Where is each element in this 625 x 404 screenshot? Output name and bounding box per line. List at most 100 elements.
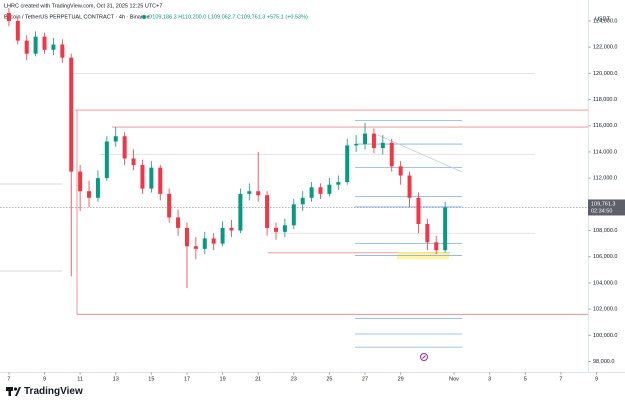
candle (6, 7, 11, 27)
y-tick-label: 112,000.0 (593, 176, 617, 182)
x-tick-label: 13 (113, 376, 119, 382)
y-tick-label: 104,000.0 (593, 280, 617, 286)
x-tick-label: 5 (524, 376, 527, 382)
status-dot (142, 15, 146, 19)
candle (69, 53, 74, 277)
y-tick-label: 106,000.0 (593, 254, 617, 260)
candle-body (122, 136, 127, 159)
y-tick-label: 100,000.0 (593, 333, 617, 339)
candle (247, 183, 252, 201)
candle-body (131, 158, 136, 166)
icon (420, 353, 428, 361)
candle-body (336, 182, 341, 185)
last-price-box (588, 199, 625, 216)
candle (371, 128, 376, 154)
candle (131, 149, 136, 171)
candle-body (247, 191, 252, 194)
candle-body (416, 197, 421, 224)
y-tick-label: 116,000.0 (593, 123, 617, 129)
candle (273, 222, 278, 240)
x-tick-label: 11 (77, 376, 83, 382)
candle-body (389, 142, 394, 167)
candle-body (318, 187, 323, 194)
candle-body (15, 20, 20, 41)
candle-body (327, 184, 332, 194)
candle (140, 159, 145, 194)
x-tick-label: 23 (291, 376, 297, 382)
candle (398, 161, 403, 185)
x-tick-label: 21 (255, 376, 261, 382)
candle (15, 17, 20, 45)
candle-body (354, 144, 359, 146)
candle-body (60, 44, 65, 58)
candle-body (95, 178, 100, 198)
last-price-label: 109,761.3 (591, 201, 615, 207)
y-tick-label: 98,000.0 (593, 359, 614, 365)
candle-body (291, 204, 296, 226)
candle (220, 221, 225, 247)
candle (300, 191, 305, 211)
y-tick-label: 124,000.0 (593, 18, 617, 24)
candle (158, 165, 163, 201)
candle-body (380, 142, 385, 149)
candle (184, 222, 189, 289)
candle-body (371, 133, 376, 149)
candle-body (6, 13, 11, 21)
candle (51, 37, 56, 56)
candle-body (24, 40, 29, 54)
candle (336, 175, 341, 190)
candle-body (309, 187, 314, 198)
candle-body (176, 217, 181, 228)
candle (122, 132, 127, 166)
candle (327, 178, 332, 197)
candle (363, 123, 368, 150)
candle (238, 188, 243, 234)
x-tick-label: 19 (220, 376, 226, 382)
candle-body (51, 44, 56, 50)
candle (416, 192, 421, 234)
candle (202, 231, 207, 255)
caption: LHRC created with TradingView.com, Oct 3… (4, 3, 162, 9)
brand-logo (6, 387, 21, 396)
candle-body (443, 207, 448, 251)
y-tick-label: 114,000.0 (593, 149, 617, 155)
candle (24, 35, 29, 61)
x-tick-label: 25 (326, 376, 332, 382)
candle-body (256, 191, 261, 196)
candle (309, 182, 314, 202)
x-tick-label: 7 (559, 376, 562, 382)
x-tick-label: 15 (148, 376, 154, 382)
candle-body (282, 225, 287, 232)
candle-body (104, 141, 109, 179)
candle-body (229, 227, 234, 231)
candle (78, 165, 83, 211)
candle-body (113, 136, 118, 142)
x-tick-label: 3 (488, 376, 491, 382)
ohlc: O109,186.3 H110,200.0 L109,062.7 C109,76… (148, 14, 308, 20)
candle-body (158, 167, 163, 194)
x-tick-label: 29 (398, 376, 404, 382)
candle (95, 170, 100, 202)
y-tick-label: 102,000.0 (593, 307, 617, 313)
candle (345, 138, 350, 185)
candle-body (211, 238, 216, 244)
candle-body (398, 166, 403, 176)
candle (42, 32, 47, 54)
candle-body (300, 197, 305, 205)
candle (60, 39, 65, 63)
candle (104, 136, 109, 181)
candle-body (87, 191, 92, 198)
candle-body (140, 165, 145, 189)
candle-body (425, 223, 430, 243)
candle-body (42, 36, 47, 50)
candle-body (265, 195, 270, 228)
candle-body (149, 167, 154, 189)
candle (265, 191, 270, 236)
x-tick-label: Nov (449, 376, 459, 382)
candle-body (193, 246, 198, 249)
brand: TradingView (24, 386, 83, 397)
x-tick-label: 9 (43, 376, 46, 382)
candle (211, 233, 216, 251)
